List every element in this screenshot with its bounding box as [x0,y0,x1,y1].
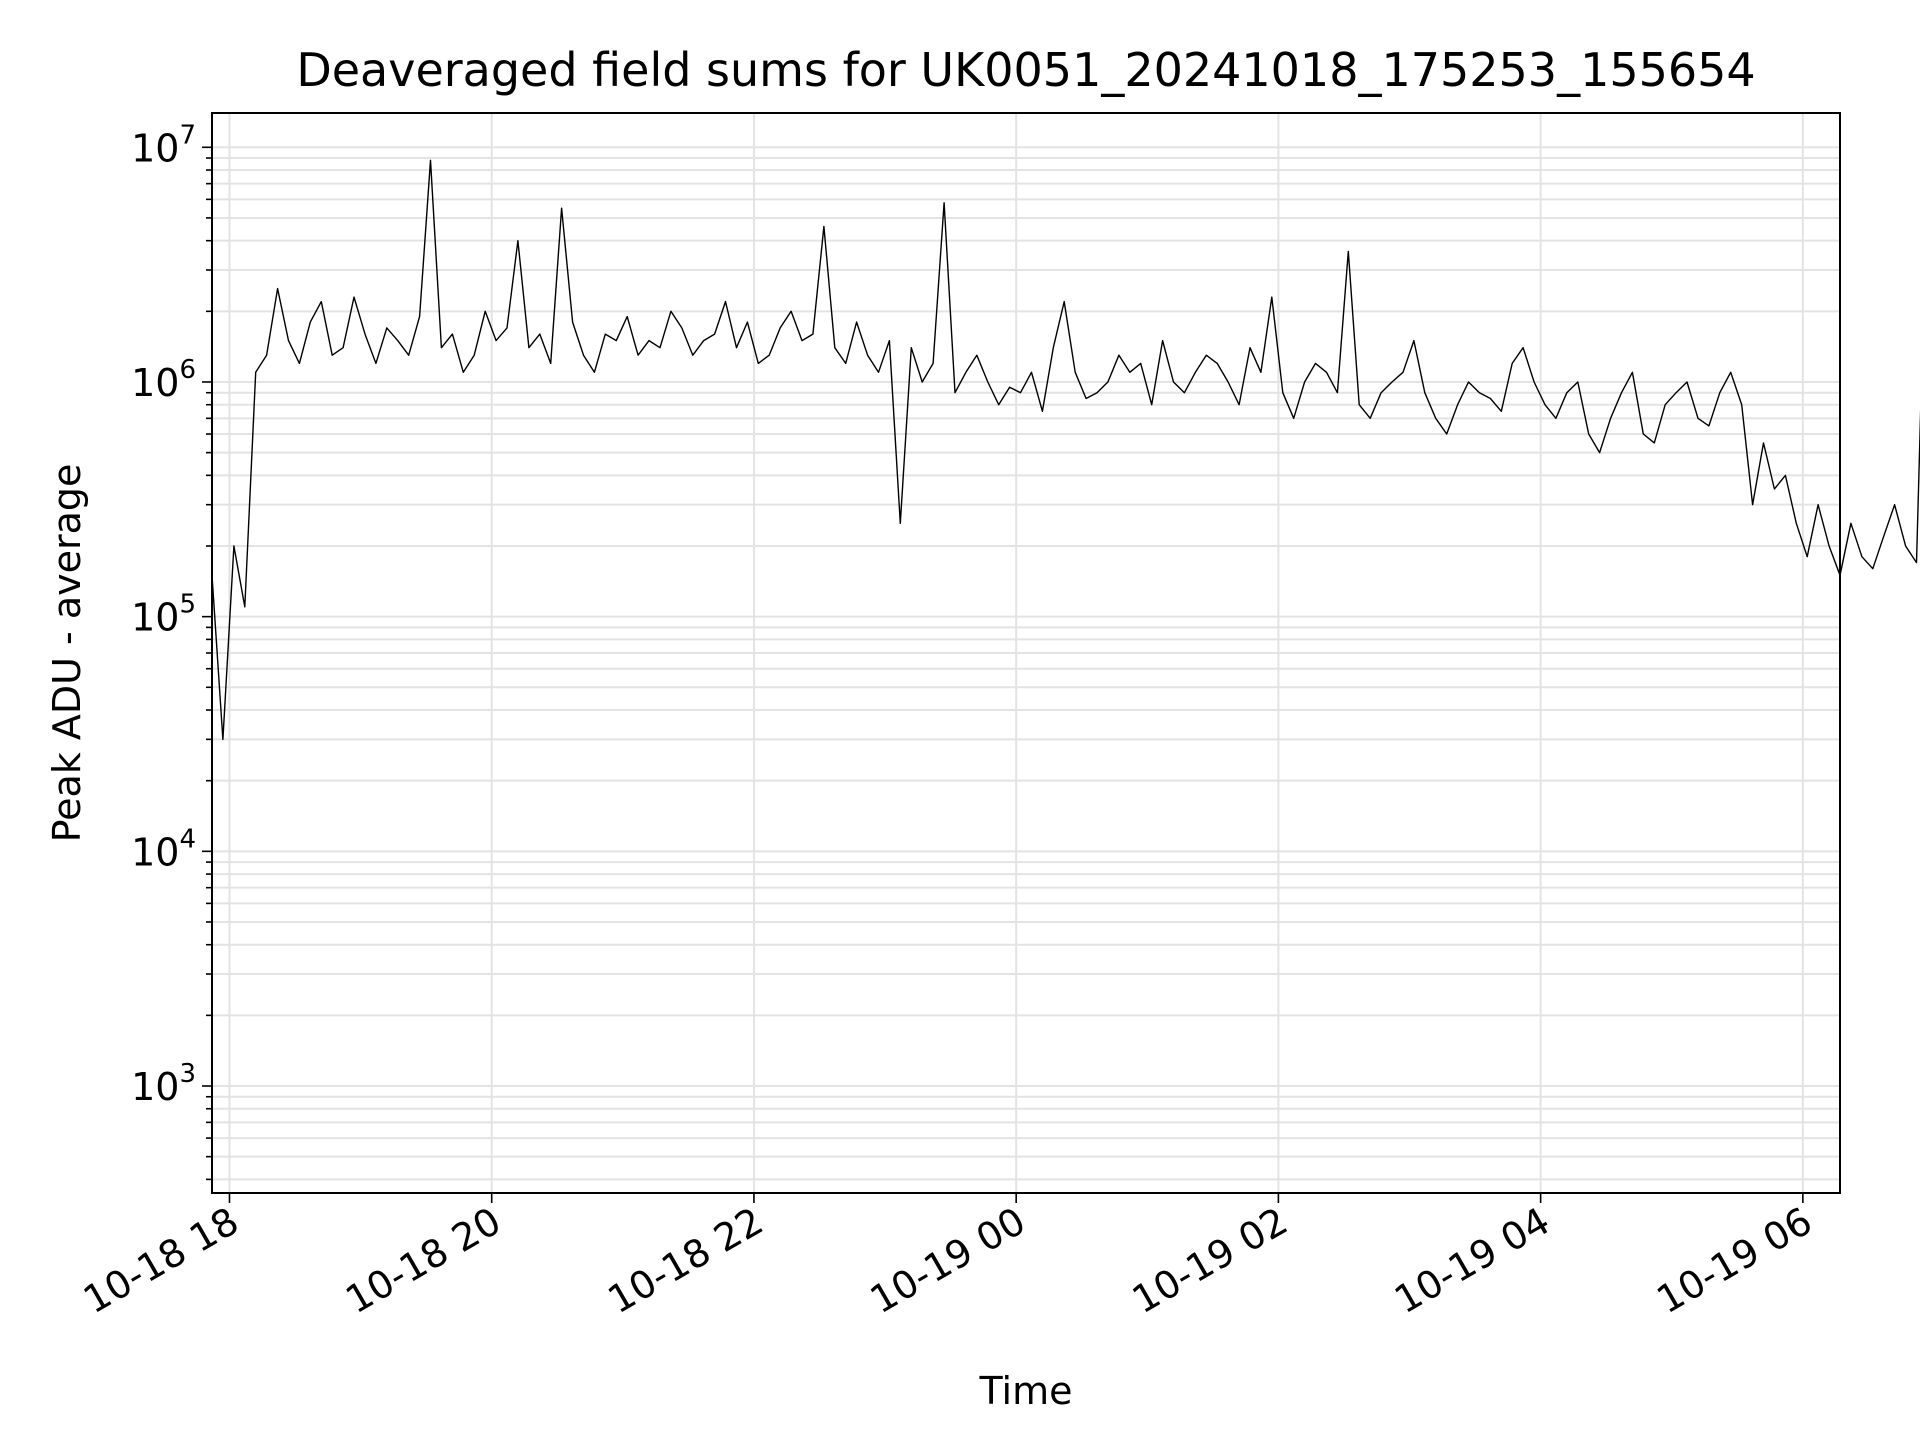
y-tick-label: 103 [131,1059,196,1109]
series-line [211,159,1920,741]
chart-title: Deaveraged field sums for UK0051_2024101… [296,43,1755,97]
y-tick-label: 106 [131,355,196,405]
x-axis-label: Time [979,1369,1073,1413]
y-tick-label: 105 [131,590,196,640]
grid-lines [212,113,1840,1193]
y-tick-label: 104 [131,824,196,874]
y-axis-label: Peak ADU - average [45,464,89,843]
series-group [211,159,1920,741]
y-axis: 103 104 105 106 107 [131,120,212,1181]
y-tick-label: 107 [131,120,196,170]
